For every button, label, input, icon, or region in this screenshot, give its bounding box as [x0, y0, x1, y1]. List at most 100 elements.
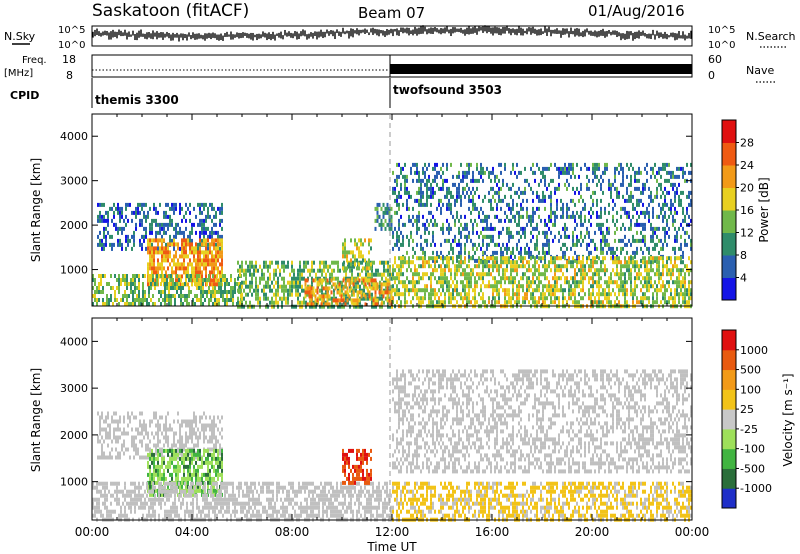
heatmap-cell: [638, 214, 640, 219]
heatmap-cell: [205, 218, 207, 223]
heatmap-cell: [612, 246, 614, 251]
heatmap-cell: [638, 198, 640, 203]
heatmap-cell: [277, 276, 279, 281]
heatmap-cell: [598, 162, 600, 167]
heatmap-cell: [448, 186, 450, 191]
heatmap-cell: [504, 276, 506, 281]
heatmap-cell: [660, 182, 662, 187]
heatmap-cell: [159, 262, 161, 267]
heatmap-cell: [564, 170, 566, 175]
heatmap-cell: [654, 300, 656, 305]
heatmap-cell: [175, 202, 177, 207]
heatmap-cell: [642, 202, 644, 207]
heatmap-cell: [164, 282, 166, 286]
heatmap-cell: [676, 174, 678, 179]
heatmap-cell: [588, 280, 590, 285]
heatmap-cell: [201, 258, 203, 263]
heatmap-cell: [345, 296, 347, 301]
heatmap-cell: [512, 198, 514, 203]
heatmap-cell: [494, 288, 496, 293]
heatmap-cell: [203, 202, 205, 207]
heatmap-cell: [652, 214, 654, 219]
heatmap-cell: [392, 272, 394, 277]
heatmap-cell: [408, 292, 410, 297]
heatmap-cell: [327, 280, 329, 285]
heatmap-cell: [452, 238, 454, 243]
heatmap-cell: [544, 182, 546, 187]
heatmap-cell: [215, 262, 217, 267]
heatmap-cell: [648, 210, 650, 215]
heatmap-cell: [205, 262, 207, 267]
heatmap-cell: [382, 282, 385, 287]
heatmap-cell: [474, 300, 476, 305]
heatmap-cell: [101, 214, 103, 219]
heatmap-cell: [362, 254, 364, 259]
colorbar-segment: [722, 165, 736, 188]
heatmap-cell: [432, 268, 434, 273]
heatmap-cell: [416, 268, 418, 273]
heatmap-cell: [331, 260, 333, 265]
heatmap-cell: [133, 415, 135, 420]
heatmap-cell: [200, 290, 202, 294]
heatmap-cell: [614, 202, 616, 207]
heatmap-cell: [684, 292, 686, 297]
heatmap-cell: [115, 206, 117, 211]
heatmap-cell: [219, 246, 221, 251]
heatmap-cell: [672, 264, 674, 269]
heatmap-cell: [632, 250, 634, 255]
heatmap-cell: [444, 272, 446, 277]
heatmap-cell: [572, 256, 574, 261]
heatmap-cell: [358, 278, 361, 283]
heatmap-cell: [472, 202, 474, 207]
heatmap-cell: [666, 272, 668, 277]
heatmap-cell: [596, 300, 598, 305]
heatmap-cell: [446, 162, 448, 167]
heatmap-cell: [580, 276, 582, 281]
heatmap-cell: [345, 268, 347, 273]
heatmap-cell: [370, 262, 372, 267]
heatmap-cell: [464, 234, 466, 239]
heatmap-cell: [644, 222, 646, 227]
heatmap-cell: [654, 288, 656, 293]
heatmap-cell: [596, 272, 598, 277]
heatmap-cell: [269, 260, 271, 265]
heatmap-cell: [344, 250, 346, 255]
heatmap-cell: [452, 246, 454, 251]
heatmap-cell: [337, 284, 339, 289]
heatmap-cell: [322, 286, 325, 291]
heatmap-cell: [542, 264, 544, 269]
heatmap-cell: [183, 262, 185, 267]
heatmap-cell: [492, 194, 494, 199]
heatmap-cell: [570, 214, 572, 219]
heatmap-cell: [255, 284, 257, 289]
heatmap-cell: [396, 238, 398, 243]
heatmap-cell: [664, 178, 666, 183]
heatmap-cell: [640, 246, 642, 251]
heatmap-cell: [546, 276, 548, 281]
heatmap-cell: [444, 292, 446, 297]
heatmap-cell: [117, 226, 119, 231]
heatmap-cell: [378, 222, 381, 227]
heatmap-cell: [354, 238, 356, 243]
y-tick-label: 4000: [60, 130, 88, 143]
heatmap-cell: [518, 264, 520, 269]
heatmap-cell: [214, 294, 216, 298]
heatmap-cell: [428, 210, 430, 215]
heatmap-cell: [283, 260, 285, 265]
heatmap-cell: [410, 300, 412, 305]
heatmap-cell: [277, 264, 279, 269]
heatmap-cell: [526, 296, 528, 301]
heatmap-cell: [374, 294, 377, 299]
heatmap-cell: [358, 266, 360, 271]
heatmap-cell: [304, 282, 307, 287]
heatmap-cell: [380, 206, 383, 211]
heatmap-cell: [602, 246, 604, 251]
heatmap-cell: [273, 304, 275, 309]
heatmap-cell: [442, 182, 444, 187]
heatmap-cell: [115, 447, 117, 452]
heatmap-cell: [289, 292, 291, 297]
heatmap-cell: [656, 170, 658, 175]
heatmap-cell: [153, 238, 155, 243]
heatmap-cell: [450, 276, 452, 281]
heatmap-cell: [118, 286, 120, 290]
